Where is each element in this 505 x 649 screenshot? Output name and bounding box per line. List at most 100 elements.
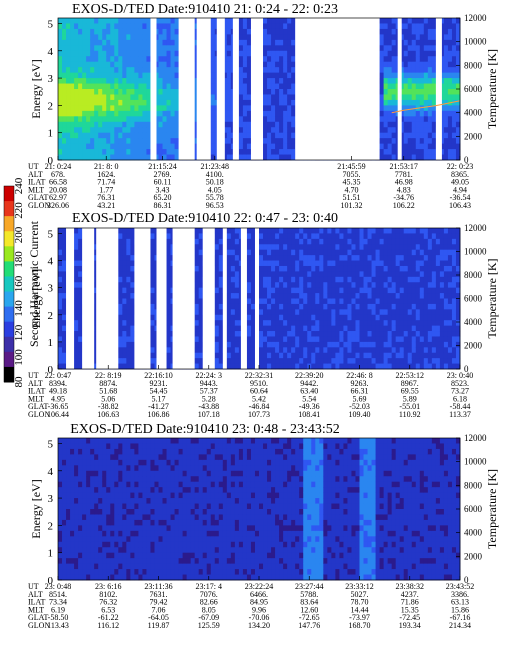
colorbar-swatch xyxy=(4,366,14,383)
annotation-cell-ut: 21: 8: 0 xyxy=(94,162,118,171)
annotation-cell-glat: 55.78 xyxy=(206,193,224,202)
data-gap xyxy=(250,18,264,160)
y-tick-label: 2 xyxy=(48,310,54,322)
annotation-cell-ut: 22:53:12 xyxy=(396,371,424,380)
annotation-cell-ut: 23:27:44 xyxy=(295,582,323,591)
annotation-cell-glon: 125.59 xyxy=(198,621,220,630)
annotation-cell-glat: -36.65 xyxy=(48,402,69,411)
y-axis-label: Energy [eV] xyxy=(29,59,43,118)
annotation-cell-glat: -38.82 xyxy=(98,402,119,411)
y-tick-label: 0 xyxy=(48,155,54,167)
annotation-cell-glat: -61.22 xyxy=(98,613,119,622)
annotation-cell-ilat: 71.74 xyxy=(97,178,115,187)
annotation-cell-glat: -46.84 xyxy=(249,402,270,411)
annotation-cell-glon: 116.12 xyxy=(97,621,119,630)
y2-axis-label: Temperature [K] xyxy=(485,49,499,129)
annotation-cell-glat: -67.09 xyxy=(198,613,219,622)
annotation-cell-ut: 23:33:12 xyxy=(345,582,373,591)
y2-tick-label: 12000 xyxy=(464,13,487,23)
spectrogram-panel-2: EXOS-D/TED Date:910410 22: 0:47 - 23: 0:… xyxy=(28,211,499,419)
data-gap xyxy=(172,228,195,369)
annotation-cell-glon: 96.53 xyxy=(206,201,224,210)
annotation-cell-mlt: 4.05 xyxy=(208,185,222,194)
annotation-cell-ilat: 73.34 xyxy=(49,598,67,607)
annotation-row-label: ALT xyxy=(28,170,43,179)
annotation-cell-ilat: 60.64 xyxy=(250,387,268,396)
annotation-cell-mlt: 20.08 xyxy=(49,185,67,194)
y2-tick-label: 6000 xyxy=(464,84,483,94)
annotation-cell-ut: 22: 8:19 xyxy=(95,371,121,380)
y2-tick-label: 8000 xyxy=(464,60,483,70)
annotation-cell-ilat: 78.70 xyxy=(351,598,369,607)
annotation-cell-glon: 119.87 xyxy=(148,621,170,630)
annotation-cell-ilat: 63.13 xyxy=(451,598,469,607)
y2-tick-label: 0 xyxy=(464,364,469,374)
annotation-cell-ut: 22: 0:47 xyxy=(45,371,71,380)
colorbar-tick-label: 220 xyxy=(13,202,25,219)
annotation-cell-glat: -43.88 xyxy=(198,402,219,411)
y-tick-label: 4 xyxy=(48,466,54,478)
data-gap xyxy=(295,18,380,160)
panel-title: EXOS-D/TED Date:910410 22: 0:47 - 23: 0:… xyxy=(72,211,338,226)
annotation-cell-alt: 8394. xyxy=(49,379,67,388)
annotation-cell-ilat: 79.42 xyxy=(150,598,168,607)
annotation-cell-glat: -52.03 xyxy=(349,402,370,411)
data-gap xyxy=(202,228,215,369)
y-tick-label: 3 xyxy=(48,73,54,85)
annotation-cell-alt: 678. xyxy=(51,170,65,179)
y2-tick-label: 8000 xyxy=(464,480,483,490)
annotation-row-label: GLAT xyxy=(28,613,49,622)
annotation-cell-ilat: 71.86 xyxy=(401,598,419,607)
annotation-cell-mlt: 5.06 xyxy=(101,394,115,403)
annotation-cell-glon: 168.70 xyxy=(349,621,371,630)
annotation-cell-mlt: 5.42 xyxy=(252,394,266,403)
annotation-row-label: ILAT xyxy=(28,387,45,396)
annotation-cell-ut: 23:11:36 xyxy=(144,582,172,591)
annotation-cell-ilat: 76.32 xyxy=(99,598,117,607)
annotation-row-label: GLON xyxy=(28,410,50,419)
annotation-cell-glon: 106.22 xyxy=(393,201,415,210)
colorbar-tick-label: 180 xyxy=(13,251,25,268)
annotation-row-label: MLT xyxy=(28,394,44,403)
annotation-cell-mlt: 5.54 xyxy=(302,394,316,403)
annotation-cell-glat: -58.50 xyxy=(48,613,69,622)
annotation-cell-mlt: 12.60 xyxy=(300,605,318,614)
annotation-cell-ilat: 66.31 xyxy=(351,387,369,396)
annotation-cell-glat: 65.20 xyxy=(154,193,172,202)
annotation-cell-mlt: 15.86 xyxy=(451,605,469,614)
annotation-cell-ilat: 60.11 xyxy=(154,178,172,187)
annotation-cell-glon: 113.37 xyxy=(449,410,471,419)
y2-tick-label: 6000 xyxy=(464,504,483,514)
annotation-row-label: GLAT xyxy=(28,402,49,411)
annotation-cell-mlt: 5.69 xyxy=(353,394,367,403)
y2-tick-label: 0 xyxy=(464,155,469,165)
annotation-cell-glat: -55.01 xyxy=(399,402,420,411)
colorbar-tick-label: 80 xyxy=(13,376,25,388)
data-gap xyxy=(150,18,157,160)
annotation-cell-ilat: 49.05 xyxy=(451,178,469,187)
panel-title: EXOS-D/TED Date:910410 23: 0:48 - 23:43:… xyxy=(70,422,339,437)
annotation-cell-alt: 7631. xyxy=(150,590,168,599)
annotation-cell-glon: 193.34 xyxy=(399,621,421,630)
colorbar-swatch xyxy=(4,291,14,308)
colorbar-swatch xyxy=(4,246,14,262)
annotation-cell-alt: 8523. xyxy=(451,379,469,388)
annotation-cell-mlt: 1.77 xyxy=(99,185,113,194)
annotation-cell-glon: 134.20 xyxy=(248,621,270,630)
colorbar-tick-label: 140 xyxy=(13,300,25,317)
annotation-cell-ut: 22:16:10 xyxy=(144,371,172,380)
colorbar-tick-label: 160 xyxy=(13,275,25,292)
annotation-cell-glat: -73.97 xyxy=(349,613,370,622)
annotation-cell-glon: 106.86 xyxy=(148,410,170,419)
data-gap xyxy=(254,228,259,369)
y-tick-label: 5 xyxy=(48,438,54,450)
spectrogram-panel-3: EXOS-D/TED Date:910410 23: 0:48 - 23:43:… xyxy=(28,422,499,630)
data-gap xyxy=(397,18,402,160)
annotation-row-label: ILAT xyxy=(28,598,45,607)
data-gap xyxy=(96,228,119,369)
annotation-row-label: ALT xyxy=(28,590,43,599)
annotation-cell-glat: 62.97 xyxy=(49,193,67,202)
y-tick-label: 3 xyxy=(48,493,54,505)
data-gap xyxy=(66,228,75,369)
